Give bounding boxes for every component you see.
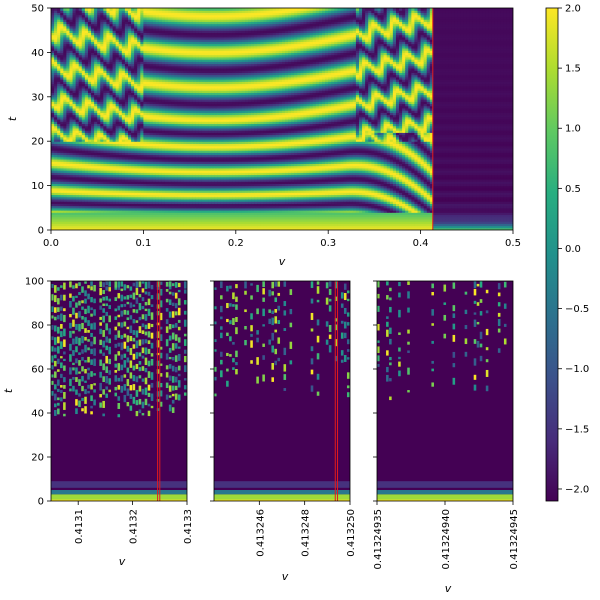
top-frame xyxy=(50,7,514,231)
x-tick-label: 0.4132 xyxy=(129,509,140,544)
y-tick-label: 20 xyxy=(31,137,44,148)
colorbar-tick-label: 0.0 xyxy=(565,244,581,255)
zoom1-x-label: v xyxy=(119,555,126,568)
y-tick-label: 20 xyxy=(31,453,44,464)
top-heatmap xyxy=(51,8,513,230)
colorbar-frame xyxy=(545,7,559,502)
zoom2-x-label: v xyxy=(282,570,289,583)
colorbar-tick-label: 1.0 xyxy=(565,124,581,135)
x-tick-label: 0.41324940 xyxy=(441,509,452,569)
zoom1-frame xyxy=(50,280,188,502)
colorbar-ticks: 2.0 1.5 1.0 0.5 0.0 −0.5 −1.0 −1.5 −2.0 xyxy=(558,4,589,495)
top-panel: 0.0 0.1 0.2 0.3 0.4 0.5 0 10 20 30 40 50 v t xyxy=(6,4,521,269)
x-tick-label: 0.41324935 xyxy=(373,509,384,569)
x-tick-label: 0.1 xyxy=(135,238,151,249)
top-x-axis: 0.0 0.1 0.2 0.3 0.4 0.5 xyxy=(43,230,521,249)
x-tick-label: 0.3 xyxy=(320,238,336,249)
zoom3-heatmap xyxy=(377,281,513,501)
zoom3-x-label: v xyxy=(445,582,452,595)
y-tick-label: 40 xyxy=(31,409,44,420)
colorbar-gradient xyxy=(546,8,558,501)
colorbar: 2.0 1.5 1.0 0.5 0.0 −0.5 −1.0 −1.5 −2.0 xyxy=(545,4,589,502)
y-tick-label: 0 xyxy=(38,226,44,237)
top-x-label: v xyxy=(279,255,286,268)
colorbar-tick-label: −1.5 xyxy=(565,424,589,435)
y-tick-label: 10 xyxy=(31,181,44,192)
zoom3-x-axis: 0.41324935 0.41324940 0.41324945 xyxy=(373,501,520,569)
colorbar-tick-label: 1.5 xyxy=(565,64,581,75)
x-tick-label: 0.0 xyxy=(43,238,59,249)
colorbar-tick-label: −0.5 xyxy=(565,304,589,315)
zoom1-y-label: t xyxy=(2,388,15,393)
zoom2-x-axis: 0.413246 0.413248 0.413250 xyxy=(255,501,357,557)
y-tick-label: 40 xyxy=(31,48,44,59)
x-tick-label: 0.2 xyxy=(228,238,244,249)
top-y-label: t xyxy=(6,116,19,121)
zoom2-frame xyxy=(213,280,351,502)
y-tick-label: 30 xyxy=(31,92,44,103)
x-tick-label: 0.413246 xyxy=(255,509,266,557)
zoom-panel-1: 0.4131 0.4132 0.4133 0 20 40 60 80 100 v t xyxy=(2,277,194,569)
x-tick-label: 0.4 xyxy=(413,238,429,249)
y-tick-label: 0 xyxy=(38,497,44,508)
zoom2-y-axis xyxy=(210,280,214,502)
x-tick-label: 0.413248 xyxy=(301,509,312,557)
zoom1-heatmap xyxy=(51,281,187,501)
x-tick-label: 0.4131 xyxy=(74,509,85,544)
y-tick-label: 50 xyxy=(31,4,44,15)
zoom-panel-2: 0.413246 0.413248 0.413250 v xyxy=(210,280,357,583)
colorbar-tick-label: −2.0 xyxy=(565,484,589,495)
colorbar-tick-label: 0.5 xyxy=(565,184,581,195)
zoom1-x-axis: 0.4131 0.4132 0.4133 xyxy=(74,501,194,544)
y-tick-label: 80 xyxy=(31,321,44,332)
zoom2-heatmap xyxy=(214,281,350,501)
top-y-axis: 0 10 20 30 40 50 xyxy=(31,4,51,237)
x-tick-label: 0.413250 xyxy=(346,509,357,557)
zoom-panel-3: 0.41324935 0.41324940 0.41324945 v xyxy=(373,280,520,595)
zoom1-y-axis: 0 20 40 60 80 100 xyxy=(25,277,51,508)
colorbar-tick-label: 2.0 xyxy=(565,4,581,15)
x-tick-label: 0.41324945 xyxy=(509,509,520,569)
colorbar-tick-label: −1.0 xyxy=(565,364,589,375)
x-tick-label: 0.4133 xyxy=(183,509,194,544)
y-tick-label: 100 xyxy=(25,277,44,288)
y-tick-label: 60 xyxy=(31,365,44,376)
zoom3-y-axis xyxy=(373,280,377,502)
x-tick-label: 0.5 xyxy=(505,238,521,249)
